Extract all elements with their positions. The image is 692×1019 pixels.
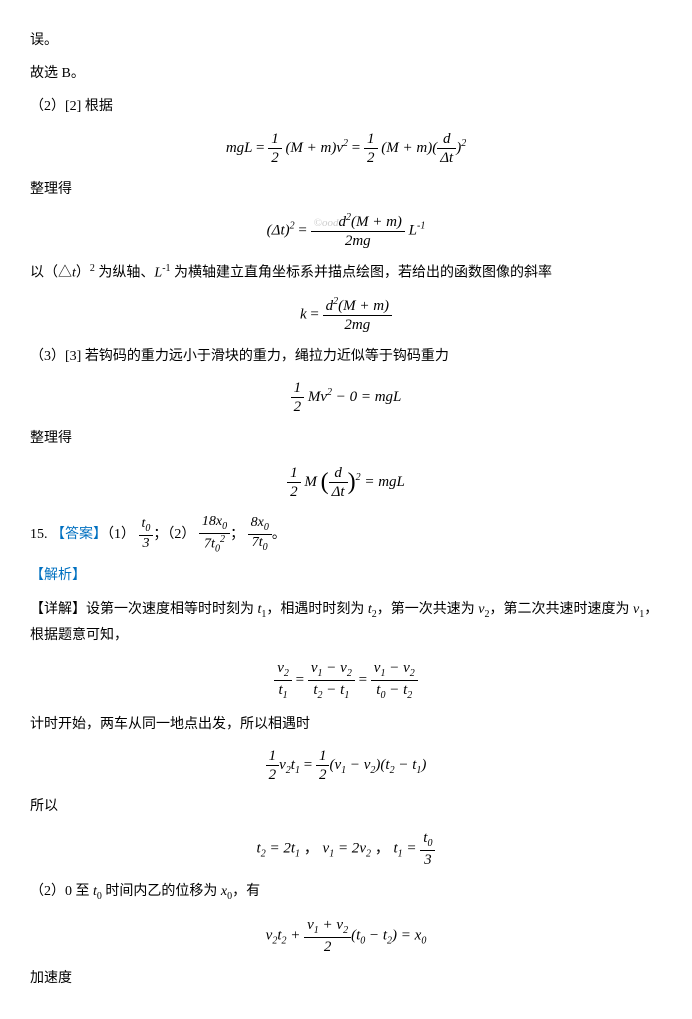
text-line: 故选 B。 (30, 61, 662, 86)
text-line: 误。 (30, 28, 662, 53)
text-line: （2）[2] 根据 (30, 94, 662, 119)
formula-8: t2 = 2t1 ， v1 = 2v2 ， t1 = t03 (30, 829, 662, 869)
text-line: 整理得 (30, 426, 662, 451)
formula-5: 12 M (dΔt)2 = mgL (30, 461, 662, 504)
answer-label: 【答案】 (51, 527, 107, 542)
question-number: 15. (30, 527, 51, 542)
watermark: ©ood (314, 217, 339, 229)
formula-6: v2t1 = v1 − v2t2 − t1 = v1 − v2t0 − t2 (30, 659, 662, 702)
text-line: 以（△t）2 为纵轴、L-1 为横轴建立直角坐标系并描点绘图，若给出的函数图像的… (30, 260, 662, 286)
text-line: （3）[3] 若钩码的重力远小于滑块的重力，绳拉力近似等于钩码重力 (30, 344, 662, 369)
answer-line: 15. 【答案】（1） t03；（2） 18x07t02； 8x07t0。 (30, 514, 662, 555)
formula-2: (Δt)2 = ©oodd2(M + m) 2mg L-1 (30, 212, 662, 250)
detail-label: 【详解】 (30, 602, 86, 617)
text-line: （2）0 至 t0 时间内乙的位移为 x0，有 (30, 879, 662, 906)
text-line: 计时开始，两车从同一地点出发，所以相遇时 (30, 712, 662, 737)
text-line: 加速度 (30, 966, 662, 991)
text-line: 所以 (30, 794, 662, 819)
formula-9: v2t2 + v1 + v22(t0 − t2) = x0 (30, 916, 662, 956)
formula-3: k = d2(M + m) 2mg (30, 296, 662, 334)
analysis-label: 【解析】 (30, 563, 662, 588)
formula-1: mgL = 12 (M + m)v2 = 12 (M + m)(dΔt)2 (30, 130, 662, 167)
detail-line: 【详解】设第一次速度相等时时刻为 t1，相遇时时刻为 t2，第一次共速为 v2，… (30, 597, 662, 649)
lhs: mgL (226, 140, 252, 156)
text-line: 整理得 (30, 177, 662, 202)
formula-7: 12v2t1 = 12(v1 − v2)(t2 − t1) (30, 747, 662, 784)
formula-4: 12 Mv2 − 0 = mgL (30, 379, 662, 416)
